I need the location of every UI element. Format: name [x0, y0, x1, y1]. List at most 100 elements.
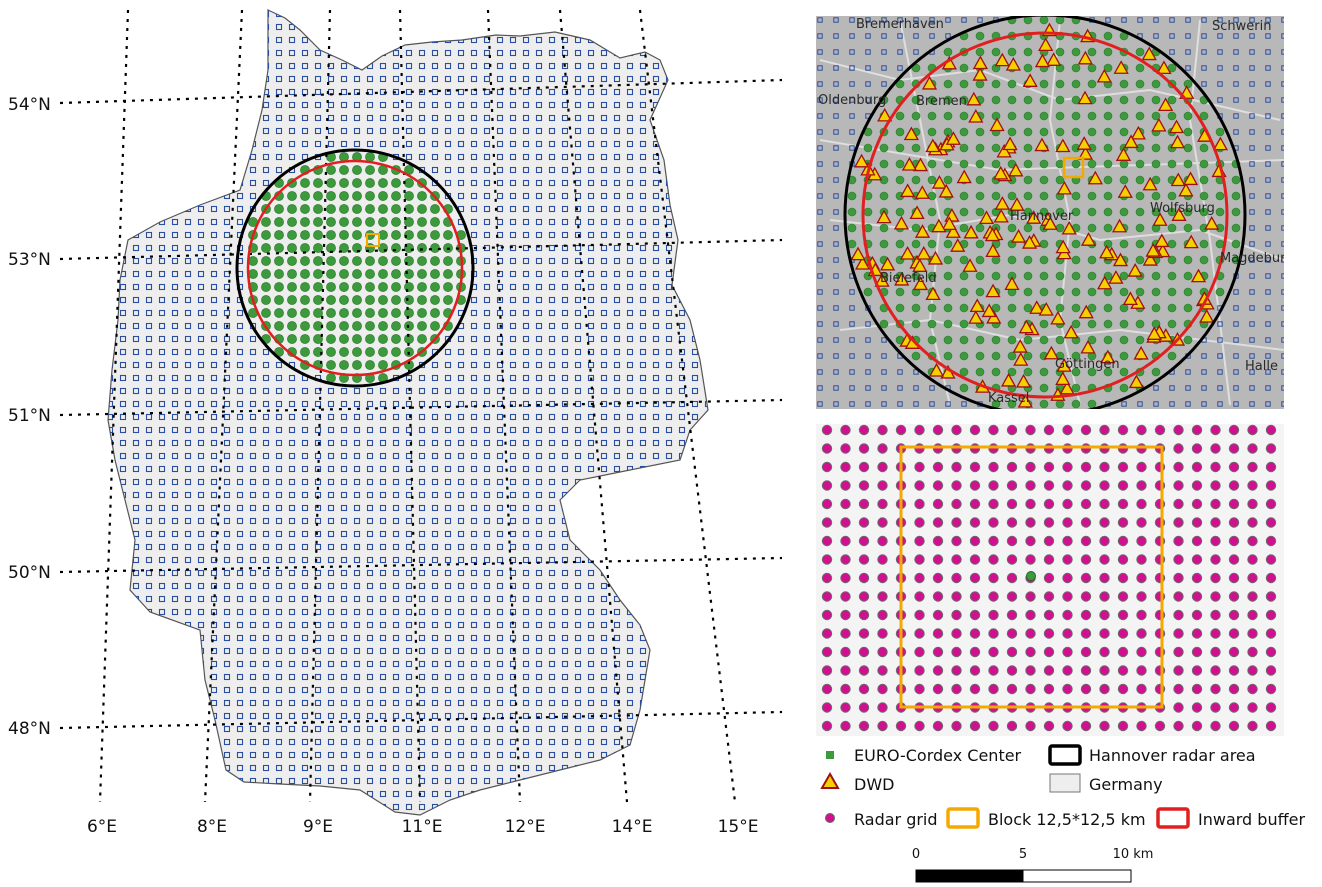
euro-cordex-center-dot [300, 282, 310, 292]
radar-grid-dot [1062, 572, 1073, 584]
grid-square [600, 374, 608, 382]
radar-grid-dot [1285, 499, 1294, 508]
grid-square [392, 621, 400, 629]
radar-grid-dot [1136, 572, 1147, 584]
radar-grid-dot [1191, 720, 1203, 732]
grid-square [353, 790, 361, 798]
grid-square [691, 374, 699, 382]
grid-square [470, 634, 478, 642]
grid-square [574, 88, 582, 96]
grid-square [691, 257, 699, 265]
grid-square [171, 335, 179, 343]
inset-euro-cordex-dot [1039, 271, 1049, 281]
inset-euro-cordex-dot [1023, 287, 1033, 297]
grid-square [431, 556, 439, 564]
radar-grid-dot [1285, 703, 1294, 712]
radar-grid-dot [877, 424, 888, 436]
euro-cordex-center-dot [352, 191, 362, 201]
grid-square [691, 530, 699, 538]
grid-square [158, 465, 166, 473]
radar-grid-dot [914, 572, 925, 584]
grid-square [158, 257, 166, 265]
grid-square [626, 270, 634, 278]
grid-square [483, 634, 491, 642]
inset-euro-cordex-dot [879, 239, 889, 249]
inset-euro-cordex-dot [1119, 319, 1129, 329]
grid-square [535, 400, 543, 408]
grid-square [587, 270, 595, 278]
radar-grid-dot [1173, 591, 1184, 602]
grid-square [210, 543, 218, 551]
grid-square [483, 205, 491, 213]
inset-euro-cordex-dot [895, 79, 905, 89]
grid-square [145, 361, 153, 369]
inset-euro-cordex-dot [1087, 271, 1097, 281]
grid-square [665, 10, 673, 18]
euro-cordex-center-dot [274, 204, 284, 214]
grid-square [145, 634, 153, 642]
grid-square [145, 491, 153, 499]
grid-square [457, 192, 465, 200]
grid-square [366, 608, 374, 616]
grid-square [496, 738, 504, 746]
grid-square [613, 283, 621, 291]
grid-square [366, 127, 374, 135]
inset-euro-cordex-dot [911, 95, 921, 105]
radar-grid-dot [858, 572, 870, 584]
euro-cordex-center-dot [300, 308, 310, 318]
radar-grid-dot [951, 609, 962, 621]
grid-square [639, 257, 647, 265]
grid-square [262, 569, 270, 577]
lon-label-11: 11°E [402, 817, 443, 837]
grid-square [405, 660, 413, 668]
radar-grid-dot [1025, 498, 1036, 510]
grid-square [184, 764, 192, 772]
inset-euro-cordex-dot [975, 31, 985, 41]
grid-square [392, 556, 400, 564]
grid-square [418, 387, 426, 395]
grid-square [210, 751, 218, 759]
inset-grid-square [1265, 273, 1271, 279]
inset-grid-square [1281, 337, 1284, 343]
grid-square [275, 673, 283, 681]
grid-square [223, 556, 231, 564]
grid-square [509, 101, 517, 109]
grid-square [405, 764, 413, 772]
grid-square [418, 738, 426, 746]
grid-square [652, 582, 660, 590]
euro-cordex-center-dot [326, 269, 336, 279]
grid-square [483, 660, 491, 668]
grid-square [587, 647, 595, 655]
inset-grid-square [1217, 81, 1223, 87]
euro-cordex-center-dot [391, 256, 401, 266]
grid-square [249, 595, 257, 603]
grid-square [535, 218, 543, 226]
grid-square [288, 478, 296, 486]
grid-square [108, 49, 114, 57]
grid-square [184, 127, 192, 135]
grid-square [353, 127, 361, 135]
grid-square [509, 114, 517, 122]
grid-square [652, 634, 660, 642]
grid-square [132, 738, 140, 746]
inset-grid-square [1185, 17, 1191, 23]
grid-square [483, 426, 491, 434]
grid-square [678, 582, 686, 590]
radar-grid-dot [932, 683, 944, 695]
grid-square [483, 530, 491, 538]
inset-euro-cordex-dot [991, 271, 1001, 281]
grid-square [288, 634, 296, 642]
dwd-station-triangle [1010, 229, 1027, 243]
grid-square [405, 413, 413, 421]
grid-square [691, 517, 699, 525]
grid-square [223, 400, 231, 408]
euro-cordex-center-dot [339, 334, 349, 344]
grid-square [158, 556, 166, 564]
inset-euro-cordex-dot [1151, 191, 1161, 201]
grid-square [613, 439, 621, 447]
inset-grid-square [913, 33, 919, 39]
grid-square [431, 153, 439, 161]
grid-square [184, 803, 192, 811]
inset-euro-cordex-dot [959, 79, 969, 89]
grid-square [288, 777, 296, 785]
